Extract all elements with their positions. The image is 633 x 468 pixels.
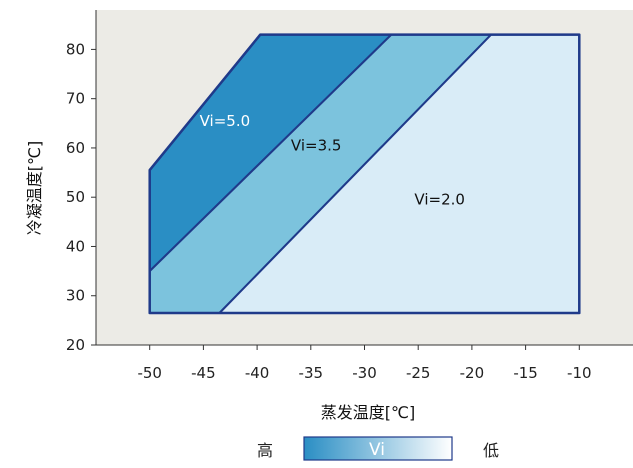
- y-tick-label: 20: [66, 336, 85, 354]
- legend-gradient-bar: [303, 436, 453, 461]
- x-tick-label: -45: [191, 364, 216, 382]
- legend-bar-label: Vi: [369, 440, 385, 460]
- x-tick-label: -35: [299, 364, 324, 382]
- x-tick-label: -30: [352, 364, 377, 382]
- legend: 高 Vi 低: [257, 436, 499, 461]
- y-tick-label: 60: [66, 139, 85, 157]
- y-tick-label: 70: [66, 90, 85, 108]
- envelope-outline: [148, 33, 581, 315]
- x-axis-title: 蒸发温度[℃]: [321, 403, 415, 422]
- x-tick-label: -15: [513, 364, 538, 382]
- x-tick-label: -40: [245, 364, 270, 382]
- legend-low-label: 低: [483, 441, 499, 460]
- legend-high-label: 高: [257, 441, 273, 460]
- y-axis-title: 冷凝温度[℃]: [25, 141, 44, 235]
- region-label: Vi=5.0: [200, 112, 251, 130]
- x-tick-label: -10: [567, 364, 592, 382]
- x-tick-label: -25: [406, 364, 431, 382]
- x-tick-label: -50: [137, 364, 162, 382]
- region-label: Vi=3.5: [291, 136, 342, 154]
- x-tick-label: -20: [460, 364, 485, 382]
- y-tick-label: 40: [66, 237, 85, 255]
- y-tick-label: 50: [66, 188, 85, 206]
- y-tick-label: 30: [66, 287, 85, 305]
- y-tick-label: 80: [66, 40, 85, 58]
- region-label: Vi=2.0: [414, 191, 465, 209]
